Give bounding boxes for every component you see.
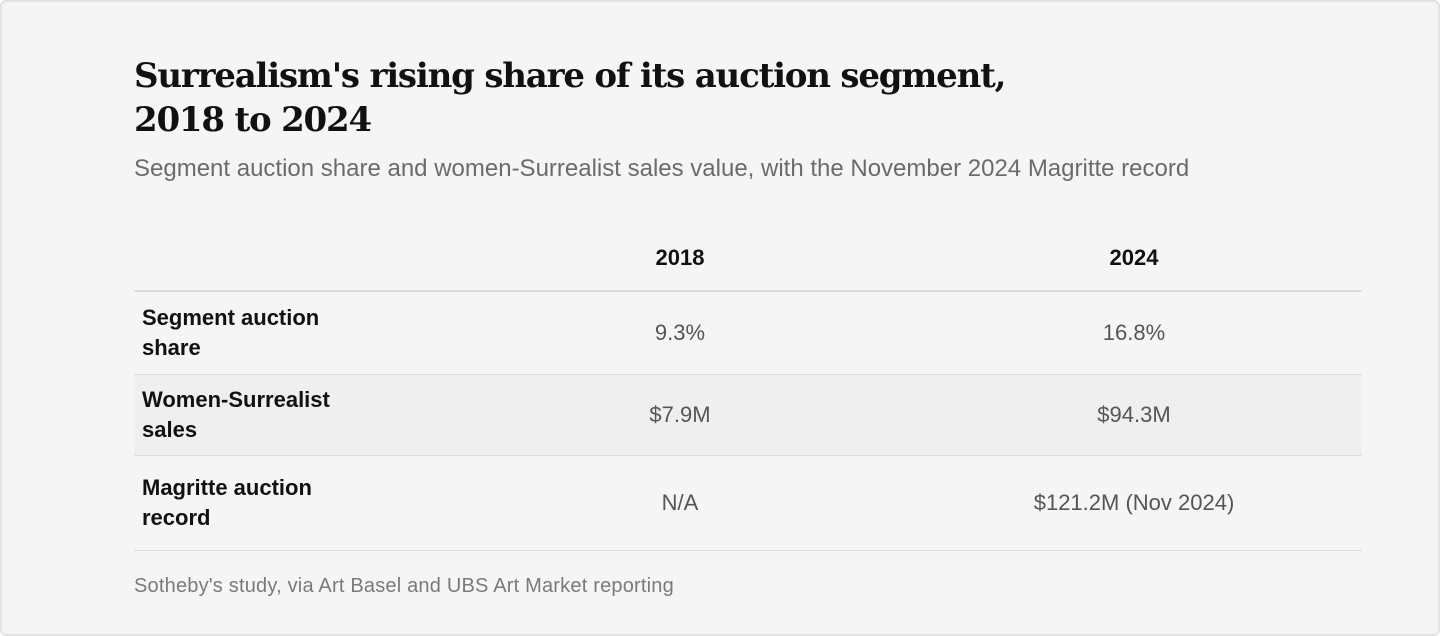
table-cell-2024: $121.2M (Nov 2024) — [906, 455, 1362, 551]
row-label: Segment auction share — [134, 291, 454, 375]
table-row: Women-Surrealist sales $7.9M $94.3M — [134, 374, 1362, 456]
row-label: Magritte auction record — [134, 455, 454, 551]
row-label-text: Segment auction share — [142, 305, 320, 360]
row-label-text: Magritte auction record — [142, 475, 312, 530]
table-row: Segment auction share 9.3% 16.8% — [134, 291, 1362, 375]
table-row: Magritte auction record N/A $121.2M (Nov… — [134, 455, 1362, 551]
table-cell-2018: N/A — [454, 455, 906, 551]
table-cell-2018: 9.3% — [454, 291, 906, 375]
table-cell-2018: $7.9M — [454, 374, 906, 456]
column-header-2018: 2018 — [454, 226, 906, 292]
chart-content: Surrealism's rising share of its auction… — [134, 54, 1362, 598]
column-header-2024: 2024 — [906, 226, 1362, 292]
table-cell-2024: 16.8% — [906, 291, 1362, 375]
row-label-text: Women-Surrealist sales — [142, 387, 330, 442]
chart-title: Surrealism's rising share of its auction… — [134, 56, 1006, 140]
chart-subtitle: Segment auction share and women-Surreali… — [134, 155, 1190, 182]
row-label: Women-Surrealist sales — [134, 374, 454, 456]
column-header-label — [134, 226, 454, 292]
source-note: Sotheby's study, via Art Basel and UBS A… — [134, 575, 674, 597]
table-cell-2024: $94.3M — [906, 374, 1362, 456]
table-header-row: 2018 2024 — [134, 226, 1362, 292]
data-table: 2018 2024 Segment auction share 9.3% 16.… — [134, 226, 1362, 551]
